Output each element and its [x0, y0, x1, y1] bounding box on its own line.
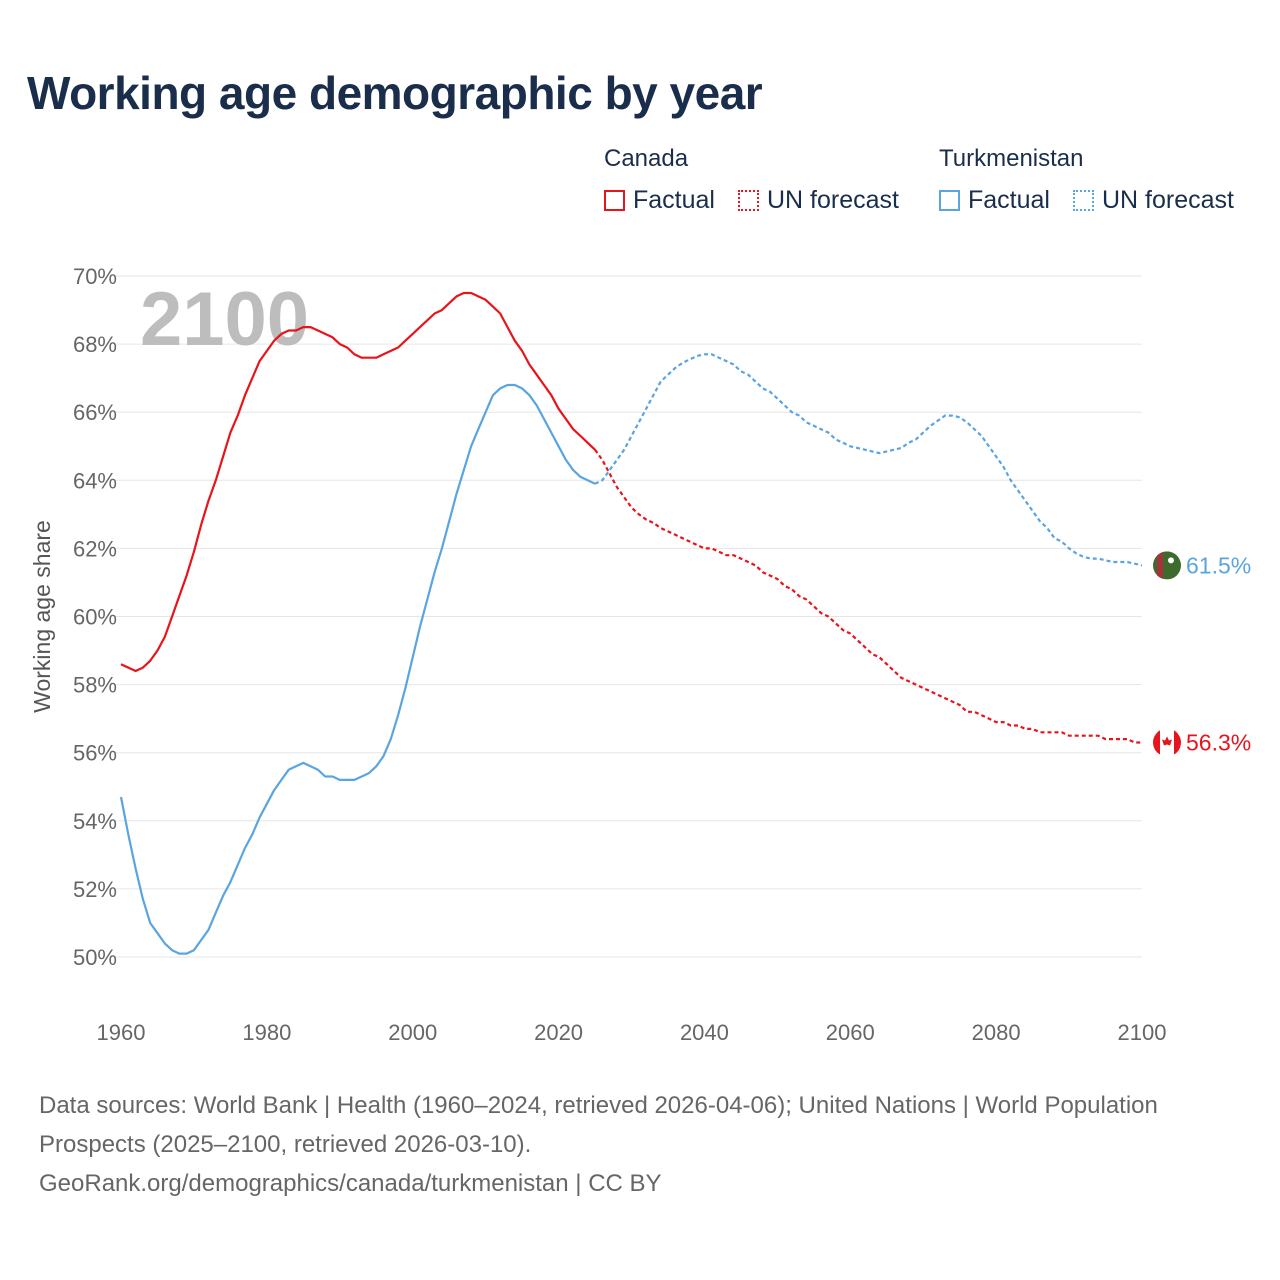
year-display: 2100	[140, 277, 309, 362]
x-tick-label: 2100	[1118, 1020, 1167, 1045]
y-tick-label: 54%	[73, 809, 117, 834]
x-tick-label: 2020	[534, 1020, 583, 1045]
series-line-canada-forecast	[594, 449, 1142, 744]
attribution-link[interactable]: GeoRank.org/demographics/canada/turkmeni…	[39, 1170, 662, 1197]
legend-label-canada-factual: Factual	[633, 186, 715, 214]
y-tick-label: 62%	[73, 536, 117, 561]
x-tick-label: 1960	[97, 1020, 146, 1045]
y-tick-label: 52%	[73, 877, 117, 902]
legend-swatch-canada-forecast	[738, 190, 759, 211]
x-tick-label: 2080	[972, 1020, 1021, 1045]
legend-label-turkmenistan-factual: Factual	[968, 186, 1050, 214]
y-tick-label: 68%	[73, 332, 117, 357]
x-tick-label: 2040	[680, 1020, 729, 1045]
x-tick-label: 2000	[388, 1020, 437, 1045]
y-tick-label: 60%	[73, 605, 117, 630]
legend-group-canada: Canada	[604, 145, 689, 172]
legend-turkmenistan-factual[interactable]: Factual	[939, 186, 1050, 215]
y-tick-label: 64%	[73, 468, 117, 493]
legend-turkmenistan-forecast[interactable]: UN forecast	[1073, 186, 1234, 215]
legend-canada-forecast[interactable]: UN forecast	[738, 186, 899, 215]
y-tick-label: 66%	[73, 400, 117, 425]
y-tick-label: 56%	[73, 741, 117, 766]
turkmenistan-flag-icon	[1153, 551, 1181, 580]
y-tick-label: 50%	[73, 945, 117, 970]
data-sources-text: Data sources: World Bank | Health (1960–…	[39, 1092, 1158, 1158]
legend-label-turkmenistan-forecast: UN forecast	[1102, 186, 1234, 214]
legend-swatch-canada-factual	[604, 190, 625, 211]
legend-canada-factual[interactable]: Factual	[604, 186, 715, 215]
y-axis-label: Working age share	[29, 520, 55, 713]
legend-label-canada-forecast: UN forecast	[767, 186, 899, 214]
series-line-turkmenistan-factual	[119, 383, 596, 955]
footer: Data sources: World Bank | Health (1960–…	[39, 1086, 1239, 1203]
series-line-turkmenistan-forecast	[594, 353, 1143, 567]
end-label-canada: 56.3%	[1186, 729, 1251, 755]
end-label-turkmenistan: 61.5%	[1186, 552, 1251, 578]
legend-group-turkmenistan: Turkmenistan	[939, 145, 1084, 172]
chart-area: 50% 52% 54% 56% 58% 60% 62% 64% 66% 68% 70% 1960 198…	[29, 264, 1251, 1045]
series-line-canada-factual	[120, 291, 596, 673]
page-title: Working age demographic by year	[27, 67, 763, 119]
x-tick-label: 2060	[826, 1020, 875, 1045]
legend-swatch-turkmenistan-forecast	[1073, 190, 1094, 211]
y-tick-label: 70%	[73, 264, 117, 289]
canada-flag-icon	[1153, 728, 1181, 757]
y-tick-label: 58%	[73, 673, 117, 698]
x-tick-label: 1980	[242, 1020, 291, 1045]
legend-swatch-turkmenistan-factual	[939, 190, 960, 211]
